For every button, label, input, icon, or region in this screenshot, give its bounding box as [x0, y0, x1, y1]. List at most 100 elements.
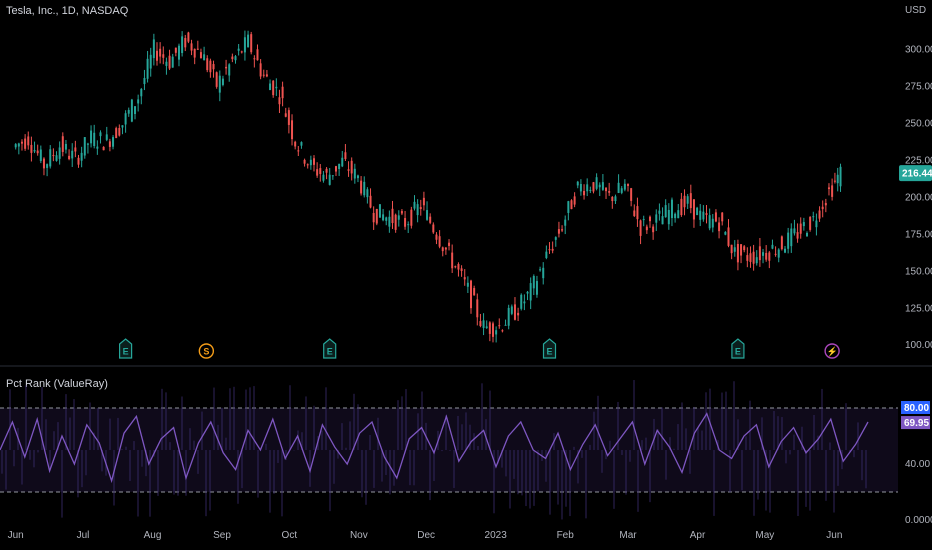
candle-body [664, 205, 667, 218]
candle-body [683, 195, 686, 208]
candle-body [805, 232, 808, 237]
candle-body [746, 255, 749, 261]
candle-body [146, 58, 149, 79]
candle-body [24, 138, 27, 149]
time-tick-label: Oct [282, 530, 298, 541]
chart-title: Tesla, Inc., 1D, NASDAQ [6, 5, 129, 17]
earnings-icon [119, 338, 133, 359]
candle-body [479, 321, 482, 327]
candle-body [539, 269, 542, 271]
candle-body [818, 210, 821, 219]
earnings-icon [323, 338, 337, 359]
candle-body [407, 224, 410, 226]
candle-body [790, 228, 793, 247]
candle-body [466, 282, 469, 287]
pct-rank-line [0, 412, 869, 484]
candle-body [652, 226, 655, 233]
candle-body [394, 214, 397, 230]
candle-body [429, 216, 432, 223]
candle-body [451, 252, 454, 269]
time-tick-label: May [755, 530, 774, 541]
candle-body [548, 249, 551, 251]
candle-body [630, 188, 633, 201]
candle-body [319, 168, 322, 174]
event-label: E [327, 347, 333, 357]
candle-body [102, 146, 105, 151]
candle-body [33, 150, 36, 152]
event-label: E [547, 347, 553, 357]
earnings-icon [542, 338, 557, 359]
candle-body [303, 159, 306, 164]
candle-body [112, 137, 115, 147]
candle-body [278, 97, 281, 105]
candle-body [49, 149, 52, 167]
candle-body [165, 61, 168, 66]
candle-body [749, 253, 752, 262]
candle-body [382, 214, 385, 221]
candle-body [633, 210, 636, 216]
price-tick-label: 150.00 [905, 266, 932, 277]
candle-body [799, 223, 802, 234]
candle-body [809, 217, 812, 230]
candle-body [187, 32, 190, 42]
earnings-icon [731, 338, 745, 359]
candle-body [250, 34, 253, 53]
candle-body [212, 64, 215, 70]
candle-body [721, 212, 724, 222]
candle-body [68, 155, 71, 160]
candle-body [86, 143, 89, 145]
candle-body [372, 212, 375, 223]
candle-body [171, 56, 174, 68]
candle-body [645, 226, 648, 231]
candle-body [347, 169, 350, 171]
candle-body [46, 164, 49, 168]
candle-body [758, 246, 761, 261]
candle-body [118, 128, 121, 136]
candle-body [215, 72, 218, 87]
candle-body [218, 75, 221, 93]
candle-body [316, 169, 319, 176]
candle-body [93, 132, 96, 147]
candle-body [243, 37, 246, 53]
candle-body [463, 277, 466, 280]
candle-body [378, 204, 381, 218]
candle-body [476, 299, 479, 318]
candle-body [209, 60, 212, 73]
time-tick-label: Sep [213, 530, 231, 541]
time-tick-label: Nov [350, 530, 368, 541]
candle-body [203, 54, 206, 61]
candle-body [366, 189, 369, 198]
time-tick-label: Feb [557, 530, 575, 541]
candle-body [363, 181, 366, 196]
candle-body [730, 244, 733, 254]
candle-body [482, 320, 485, 328]
candle-body [696, 207, 699, 216]
candle-body [460, 268, 463, 271]
candle-body [661, 216, 664, 225]
candle-body [570, 200, 573, 210]
candle-body [397, 215, 400, 220]
candle-body [375, 208, 378, 224]
candle-body [557, 229, 560, 234]
candle-body [589, 189, 592, 191]
candle-body [611, 196, 614, 202]
candle-body [61, 136, 64, 152]
price-tick-label: 175.00 [905, 229, 932, 240]
candle-body [350, 160, 353, 174]
candle-body [83, 137, 86, 156]
candle-body [419, 207, 422, 210]
candle-body [815, 220, 818, 228]
candle-body [491, 323, 494, 337]
candle-body [306, 164, 309, 166]
candle-body [765, 252, 768, 260]
candle-body [294, 141, 297, 147]
candle-body [718, 222, 721, 232]
candle-body [564, 219, 567, 226]
candle-body [551, 248, 554, 251]
candle-body [601, 182, 604, 190]
candle-body [309, 159, 312, 166]
candle-body [598, 184, 601, 188]
candle-body [99, 132, 102, 137]
candle-body [554, 237, 557, 240]
